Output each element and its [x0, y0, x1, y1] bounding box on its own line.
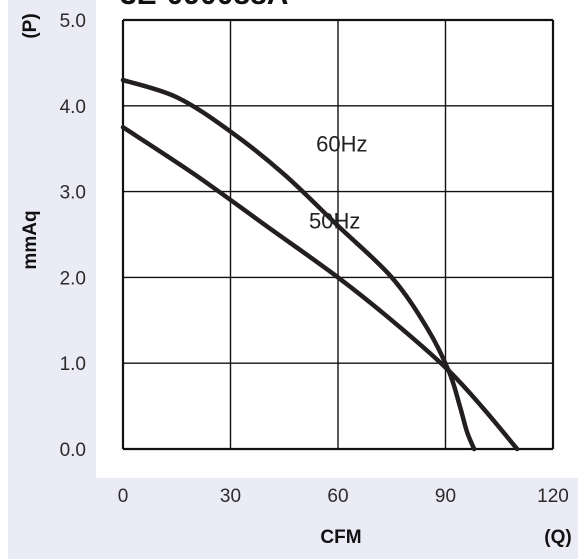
- x-axis-label: CFM: [320, 527, 361, 548]
- x-tick-label: 0: [118, 486, 129, 507]
- y-ticks: 0.0 1.0 2.0 3.0 4.0 5.0: [60, 11, 86, 461]
- y-tick-label: 5.0: [60, 11, 86, 32]
- y-axis-panel: [8, 0, 96, 486]
- x-axis-panel: [96, 478, 578, 559]
- y-tick-label: 1.0: [60, 354, 86, 375]
- curves: [120, 77, 520, 452]
- x-ticks: 0 30 60 90 120: [118, 486, 569, 507]
- x-axis-suffix: (Q): [544, 527, 571, 548]
- x-tick-label: 90: [435, 486, 456, 507]
- y-axis-suffix: (P): [20, 13, 41, 38]
- y-tick-label: 0.0: [60, 440, 86, 461]
- curve-50hz: [120, 125, 520, 452]
- y-axis-label: mmAq: [20, 210, 41, 269]
- curve-label-60hz: 60Hz: [316, 131, 367, 156]
- x-tick-label: 120: [537, 486, 569, 507]
- curve-60hz: [120, 77, 477, 452]
- chart-title: 3E-090088A: [120, 0, 288, 11]
- y-tick-label: 3.0: [60, 183, 86, 204]
- y-tick-label: 4.0: [60, 97, 86, 118]
- curve-label-50hz: 50Hz: [309, 209, 360, 234]
- curve-labels: 60Hz 50Hz: [309, 131, 368, 233]
- x-tick-label: 30: [220, 486, 241, 507]
- x-tick-label: 60: [327, 486, 348, 507]
- y-tick-label: 2.0: [60, 268, 86, 289]
- x-axis-title-panel: [8, 478, 96, 559]
